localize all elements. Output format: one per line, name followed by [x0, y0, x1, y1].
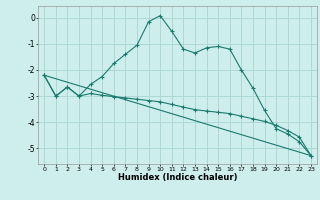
X-axis label: Humidex (Indice chaleur): Humidex (Indice chaleur): [118, 173, 237, 182]
